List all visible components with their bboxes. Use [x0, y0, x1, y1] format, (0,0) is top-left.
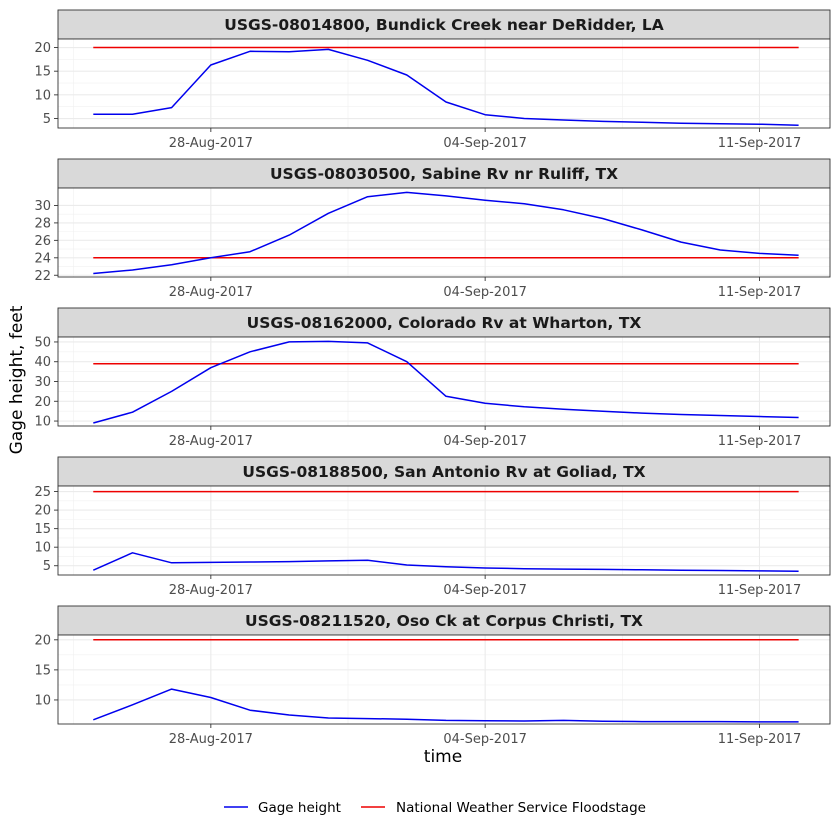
- x-tick-label: 11-Sep-2017: [718, 136, 802, 151]
- x-tick-label: 28-Aug-2017: [169, 732, 253, 747]
- facet-strip-title: USGS-08188500, San Antonio Rv at Goliad,…: [242, 463, 645, 481]
- facet-strip: [57, 9, 831, 40]
- y-tick-label: 26: [34, 234, 51, 249]
- facet-panel-1: USGS-08014800, Bundick Creek near DeRidd…: [34, 9, 831, 151]
- y-tick-label: 30: [34, 199, 51, 214]
- y-axis-title: Gage height, feet: [7, 305, 27, 454]
- x-tick-label: 28-Aug-2017: [169, 285, 253, 300]
- facet-strip: [57, 605, 831, 636]
- gage-height-line: [93, 340, 799, 424]
- y-tick-label: 20: [34, 633, 51, 648]
- gage-height-line: [93, 191, 799, 275]
- y-tick-label: 50: [34, 335, 51, 350]
- y-tick-label: 28: [34, 216, 51, 231]
- x-tick-label: 28-Aug-2017: [169, 434, 253, 449]
- y-tick-label: 15: [34, 65, 51, 80]
- facet-panels: USGS-08014800, Bundick Creek near DeRidd…: [34, 9, 831, 747]
- gage-height-line: [93, 48, 799, 126]
- gage-height-line: [92, 552, 799, 573]
- y-tick-label: 15: [34, 663, 51, 678]
- x-tick-label: 11-Sep-2017: [718, 285, 802, 300]
- y-tick-label: 15: [34, 522, 51, 537]
- y-tick-label: 5: [43, 112, 51, 127]
- y-tick-label: 30: [34, 375, 51, 390]
- facet-strip: [57, 158, 831, 189]
- legend-label-gage-height: Gage height: [258, 800, 341, 816]
- gage-height-line: [93, 688, 799, 723]
- facet-panel-2: USGS-08030500, Sabine Rv nr Ruliff, TX 22…: [34, 158, 831, 300]
- facet-panel-3: USGS-08162000, Colorado Rv at Wharton, T…: [34, 307, 831, 449]
- facet-strip-title: USGS-08030500, Sabine Rv nr Ruliff, TX: [270, 165, 618, 183]
- facet-strip: [57, 307, 831, 338]
- x-tick-label: 04-Sep-2017: [443, 285, 527, 300]
- legend-label-floodstage: National Weather Service Floodstage: [396, 800, 646, 816]
- plot-background: [58, 486, 830, 575]
- plot-border: [57, 634, 831, 725]
- x-tick-label: 04-Sep-2017: [443, 583, 527, 598]
- facet-strip-title: USGS-08162000, Colorado Rv at Wharton, T…: [247, 314, 642, 332]
- x-tick-label: 11-Sep-2017: [718, 434, 802, 449]
- plot-border: [57, 485, 831, 576]
- y-tick-label: 40: [34, 355, 51, 370]
- y-tick-label: 20: [34, 395, 51, 410]
- y-tick-label: 25: [34, 485, 51, 500]
- legend: Gage height National Weather Service Flo…: [224, 800, 646, 816]
- y-tick-label: 10: [34, 541, 51, 556]
- y-tick-label: 10: [34, 88, 51, 103]
- facet-strip: [57, 456, 831, 487]
- x-tick-label: 04-Sep-2017: [443, 732, 527, 747]
- facet-strip-title: USGS-08211520, Oso Ck at Corpus Christi,…: [245, 612, 643, 630]
- plot-border: [57, 38, 831, 129]
- x-axis-title: time: [424, 747, 462, 767]
- facet-panel-4: USGS-08188500, San Antonio Rv at Goliad,…: [34, 456, 831, 598]
- y-tick-label: 22: [34, 269, 51, 284]
- y-tick-label: 20: [34, 41, 51, 56]
- y-tick-label: 24: [34, 251, 51, 266]
- y-tick-label: 5: [43, 559, 51, 574]
- x-tick-label: 11-Sep-2017: [718, 583, 802, 598]
- x-tick-label: 04-Sep-2017: [443, 434, 527, 449]
- facet-strip-title: USGS-08014800, Bundick Creek near DeRidd…: [224, 16, 663, 34]
- x-tick-label: 28-Aug-2017: [169, 583, 253, 598]
- facet-panel-5: USGS-08211520, Oso Ck at Corpus Christi,…: [34, 605, 831, 747]
- plot-background: [58, 635, 830, 724]
- plot-border: [57, 187, 831, 278]
- y-tick-label: 20: [34, 504, 51, 519]
- plot-border: [57, 336, 831, 427]
- x-tick-label: 28-Aug-2017: [169, 136, 253, 151]
- x-tick-label: 11-Sep-2017: [718, 732, 802, 747]
- plot-background: [58, 39, 830, 128]
- x-tick-label: 04-Sep-2017: [443, 136, 527, 151]
- y-tick-label: 10: [34, 693, 51, 708]
- y-tick-label: 10: [34, 415, 51, 430]
